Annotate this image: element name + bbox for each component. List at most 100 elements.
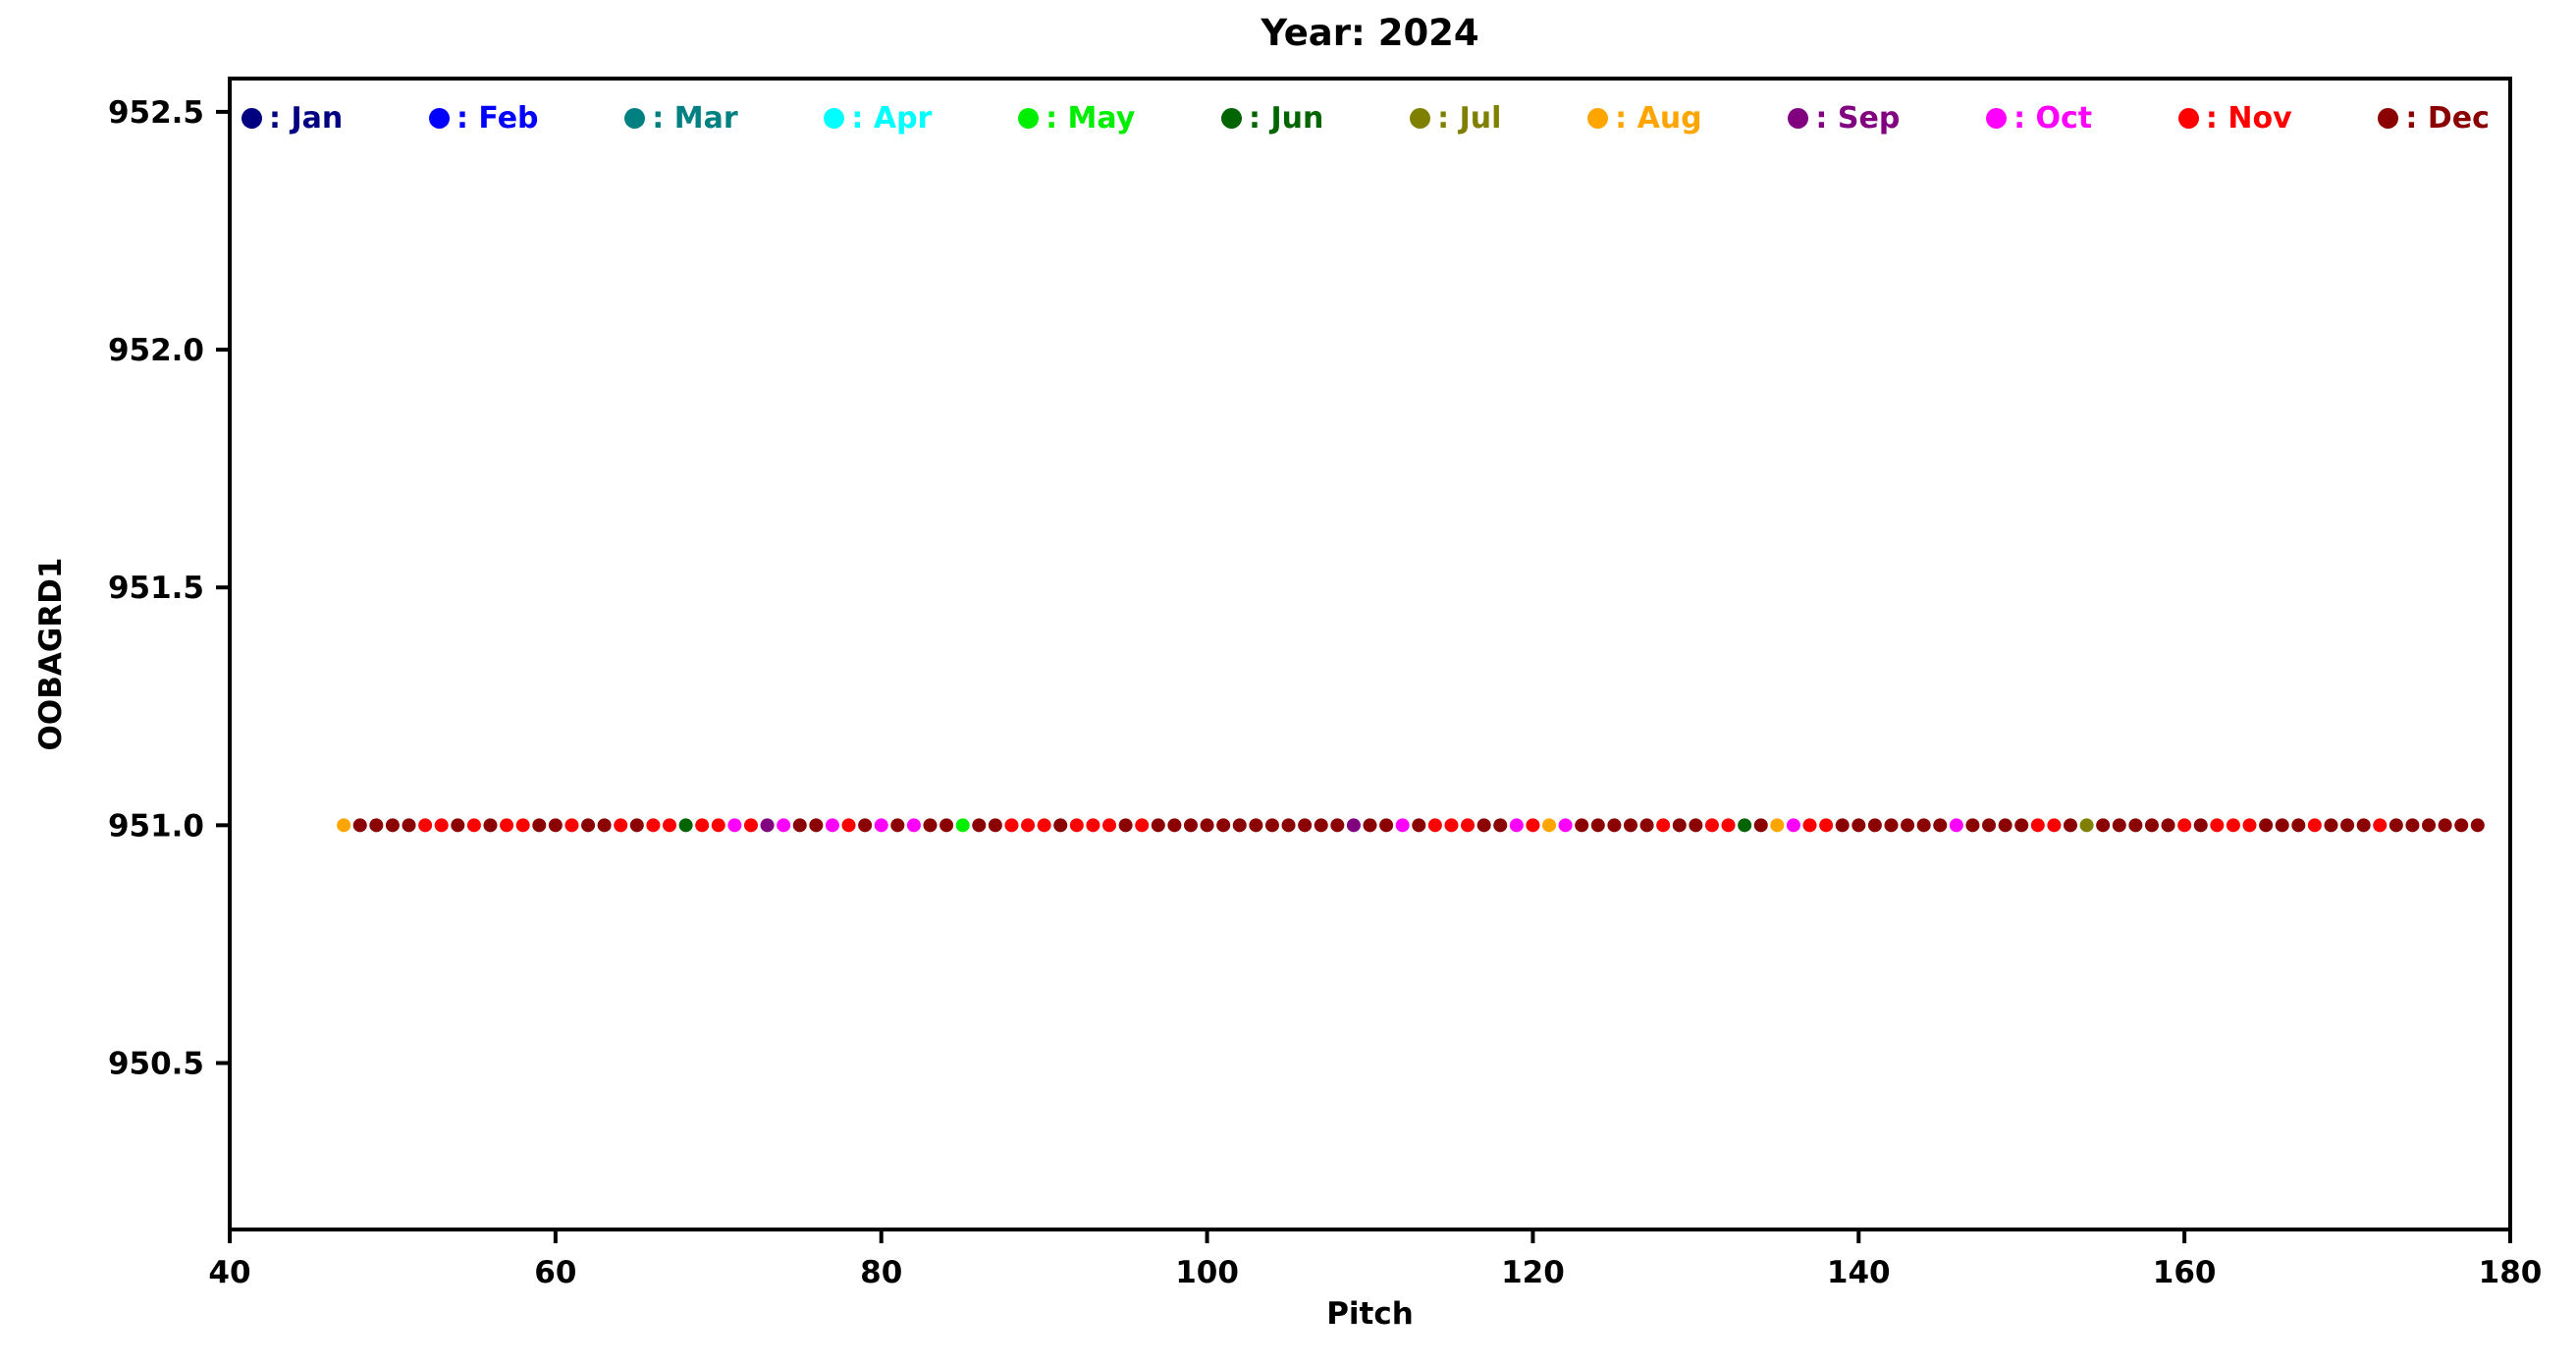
data-point-nov	[646, 818, 661, 833]
data-point-nov	[418, 818, 433, 833]
legend-item-may: : May	[1018, 101, 1135, 136]
data-point-dec	[1314, 818, 1328, 833]
data-point-oct	[825, 818, 839, 833]
legend-item-jan: : Jan	[242, 101, 343, 136]
data-point-dec	[1852, 818, 1866, 833]
legend-dot-jan-icon	[242, 107, 262, 129]
data-point-dec	[1867, 818, 1882, 833]
data-point-dec	[402, 818, 416, 833]
legend-label-nov: : Nov	[2205, 100, 2292, 136]
data-point-oct	[1558, 818, 1573, 833]
data-point-nov	[841, 818, 856, 833]
data-point-dec	[988, 818, 1002, 833]
data-point-dec	[858, 818, 873, 833]
data-point-nov	[1427, 818, 1442, 833]
data-point-dec	[1982, 818, 1997, 833]
data-point-oct	[874, 818, 888, 833]
data-point-nov	[1802, 818, 1817, 833]
legend-item-nov: : Nov	[2177, 100, 2292, 136]
data-point-dec	[1363, 818, 1377, 833]
data-point-sep	[1346, 818, 1361, 833]
legend-label-dec: : Dec	[2405, 100, 2490, 136]
data-point-dec	[1412, 818, 1426, 833]
data-point-sep	[760, 818, 775, 833]
data-point-dec	[1379, 818, 1394, 833]
data-point-dec	[1232, 818, 1247, 833]
data-point-dec	[2112, 818, 2126, 833]
x-tick-label: 140	[1827, 1255, 1891, 1290]
data-point-nov	[2307, 818, 2322, 833]
data-point-nov	[1004, 818, 1019, 833]
data-point-nov	[434, 818, 449, 833]
data-point-dec	[532, 818, 547, 833]
legend-dot-jul-icon	[1410, 107, 1431, 129]
data-point-nov	[1819, 818, 1834, 833]
data-point-nov	[1102, 818, 1117, 833]
data-point-dec	[385, 818, 400, 833]
data-point-dec	[2438, 818, 2452, 833]
data-point-dec	[2422, 818, 2437, 833]
data-point-dec	[1330, 818, 1345, 833]
data-point-dec	[2291, 818, 2306, 833]
data-point-dec	[2454, 818, 2469, 833]
data-point-nov	[1656, 818, 1671, 833]
data-point-nov	[2242, 818, 2257, 833]
data-point-nov	[1461, 818, 1476, 833]
data-point-dec	[923, 818, 938, 833]
legend-label-apr: : Apr	[851, 100, 933, 136]
data-point-dec	[1689, 818, 1703, 833]
data-point-dec	[2388, 818, 2403, 833]
data-point-dec	[1476, 818, 1491, 833]
legend-dot-nov-icon	[2177, 107, 2199, 129]
data-point-nov	[1704, 818, 1719, 833]
legend-dot-aug-icon	[1587, 107, 1609, 129]
data-point-dec	[1884, 818, 1899, 833]
data-point-dec	[1200, 818, 1214, 833]
data-point-dec	[1590, 818, 1605, 833]
legend-label-sep: : Sep	[1815, 100, 1901, 136]
data-point-dec	[1264, 818, 1279, 833]
data-point-dec	[890, 818, 905, 833]
data-point-dec	[597, 818, 612, 833]
data-point-nov	[2210, 818, 2225, 833]
data-point-dec	[2144, 818, 2159, 833]
x-tick-label: 40	[208, 1255, 250, 1290]
data-point-dec	[939, 818, 954, 833]
x-tick-label: 180	[2479, 1255, 2543, 1290]
data-point-dec	[1672, 818, 1687, 833]
data-point-dec	[2275, 818, 2289, 833]
data-point-dec	[2340, 818, 2355, 833]
data-point-dec	[1639, 818, 1654, 833]
data-point-dec	[1916, 818, 1931, 833]
data-point-dec	[1216, 818, 1231, 833]
legend-item-jul: : Jul	[1410, 101, 1501, 136]
data-point-dec	[2356, 818, 2371, 833]
data-point-dec	[1053, 818, 1068, 833]
data-point-dec	[792, 818, 807, 833]
x-tick-label: 160	[2153, 1255, 2217, 1290]
legend-label-jun: : Jun	[1249, 100, 1324, 136]
data-point-dec	[548, 818, 563, 833]
y-tick-label: 952.0	[108, 333, 204, 368]
data-point-nov	[2373, 818, 2388, 833]
data-point-nov	[1135, 818, 1150, 833]
data-point-dec	[1298, 818, 1313, 833]
data-point-dec	[972, 818, 987, 833]
data-point-jun	[1738, 818, 1752, 833]
legend-label-feb: : Feb	[456, 100, 539, 136]
legend-label-jan: : Jan	[269, 100, 344, 136]
data-point-jul	[2079, 818, 2094, 833]
data-point-dec	[2014, 818, 2029, 833]
data-point-nov	[515, 818, 530, 833]
data-point-dec	[1167, 818, 1182, 833]
data-point-nov	[466, 818, 481, 833]
data-point-dec	[1901, 818, 1915, 833]
x-tick-label: 100	[1175, 1255, 1239, 1290]
data-point-nov	[1086, 818, 1100, 833]
data-point-oct	[1949, 818, 1963, 833]
data-point-nov	[2030, 818, 2045, 833]
legend-dot-may-icon	[1018, 107, 1040, 129]
legend: : Jan: Feb: Mar: Apr: May: Jun: Jul: Aug…	[242, 92, 2490, 143]
data-point-dec	[1965, 818, 1980, 833]
